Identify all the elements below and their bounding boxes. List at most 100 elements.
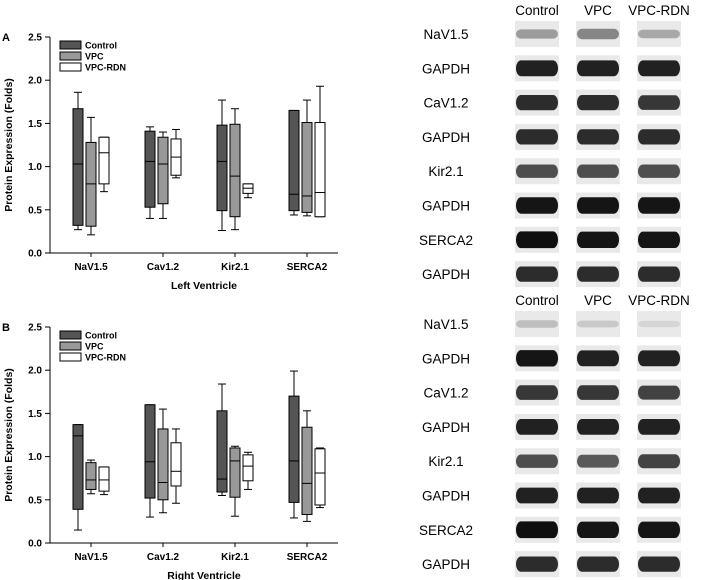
chart-b-box-vpc-rdn-nav15 [98, 466, 110, 496]
blot-band-shape [577, 60, 619, 77]
chart-b-legend-swatch-vpc [59, 341, 82, 351]
blot-band-shape [577, 266, 619, 282]
blot-band-shape [577, 231, 619, 248]
blot-b-blot-band [637, 448, 681, 475]
blot-band-shape [638, 320, 680, 328]
chart-a-x-tick-label: Cav1.2 [147, 262, 180, 273]
chart-b-box-vpc-kir21 [229, 445, 241, 517]
chart-b-x-tick-label: Kir2.1 [221, 552, 249, 563]
blot-band-shape [577, 419, 619, 435]
blot-band-shape [516, 487, 558, 504]
chart-a-box-vpc-cav12 [157, 131, 169, 219]
blot-a-blot-band [515, 261, 559, 288]
blot-a-blot-band [515, 192, 559, 219]
blot-a-column-header: VPC [584, 3, 612, 18]
blot-a-blot-band [637, 21, 681, 47]
chart-a-x-tick-label: SERCA2 [287, 262, 328, 273]
blot-a-svg: Control VPC VPC-RDN NaV1.5 GAPDH CaV1.2 GAPDH K… [419, 3, 690, 288]
blot-b-row-label: GAPDH [422, 557, 470, 572]
blot-band-shape [516, 385, 558, 400]
blot-band-shape [638, 231, 680, 248]
blot-band-shape [638, 521, 680, 538]
chart-b-box-control-nav15 [72, 424, 84, 531]
blot-band-shape [577, 350, 619, 367]
blot-b-column-header: Control [515, 293, 559, 308]
blot-band-shape [577, 385, 619, 400]
blot-band-shape [638, 266, 680, 282]
blot-a-row-label: SERCA2 [419, 233, 473, 248]
blot-b-blot-band [576, 311, 620, 337]
blot-b-blot-band [515, 516, 559, 543]
blot-a-blot-band [637, 89, 681, 116]
blot-b-blot-band [637, 482, 681, 509]
blot-band-shape [638, 419, 680, 435]
box-body [98, 466, 110, 492]
chart-b-y-tick-label: 2.5 [28, 323, 42, 334]
blot-a-blot-band [515, 226, 559, 253]
blot-b-blot-band [515, 345, 559, 372]
chart-b-box-control-cav12 [144, 404, 156, 518]
blot-b-blot-band [637, 551, 681, 578]
chart-a-legend-label: VPC-RDN [85, 63, 126, 73]
blot-band-shape [577, 487, 619, 504]
blot-band-shape [638, 385, 680, 400]
box-body [301, 122, 313, 213]
chart-a-y-axis-label: Protein Expression (Folds) [3, 78, 15, 212]
blot-band-shape [577, 95, 619, 111]
blot-b-blot-band [515, 448, 559, 475]
chart-b-x-tick-label: SERCA2 [287, 552, 328, 563]
chart-a-y-tick-label: 0.5 [28, 205, 42, 216]
chart-b-box-vpc-serca2 [301, 410, 313, 522]
box-body [288, 395, 300, 503]
chart-a-panel-label: A [2, 32, 10, 44]
box-body [229, 123, 241, 218]
blot-a-row-label: CaV1.2 [423, 96, 468, 111]
blot-band-shape [638, 164, 680, 178]
blot-band-shape [638, 487, 680, 504]
blot-band-shape [577, 28, 619, 40]
blot-a-blot-band [576, 123, 620, 150]
chart-b-x-tick-label: NaV1.5 [74, 552, 108, 563]
chart-a-y-tick-label: 2.0 [28, 76, 42, 87]
blot-band-shape [577, 164, 619, 178]
chart-b-y-axis-label: Protein Expression (Folds) [3, 368, 15, 502]
chart-b-y-tick-label: 0.5 [28, 495, 42, 506]
blot-a-row-label: Kir2.1 [428, 164, 463, 179]
chart-panel-a: A 0.0 0.5 1.0 1.5 2.0 2.5 Protein Expression (F… [0, 0, 400, 290]
blot-a-blot-band [637, 192, 681, 219]
blot-a-row-label: GAPDH [422, 130, 470, 145]
blot-b-blot-band [637, 311, 681, 337]
blot-a-row-label: GAPDH [422, 199, 470, 214]
blot-a-blot-band [576, 158, 620, 185]
chart-a-svg: A 0.0 0.5 1.0 1.5 2.0 2.5 Protein Expression (F… [2, 32, 338, 290]
blot-b-blot-band [576, 413, 620, 440]
blot-band-shape [638, 350, 680, 367]
chart-a-box-vpc-rdn-serca2 [314, 85, 326, 218]
blot-a-row-label: GAPDH [422, 61, 470, 76]
chart-b-y-tick-label: 2.0 [28, 366, 42, 377]
blot-b-blot-band [576, 482, 620, 509]
blot-band-shape [516, 454, 558, 468]
blot-a-blot-band [576, 192, 620, 219]
box-body [216, 410, 228, 493]
blot-a-blot-band [637, 123, 681, 150]
chart-a-box-vpc-nav15 [85, 116, 97, 236]
blot-b-blot-band [576, 516, 620, 543]
chart-b-panel-label: B [2, 322, 10, 334]
box-body [85, 462, 97, 490]
box-body [314, 122, 326, 218]
blot-b-blot-band [515, 311, 559, 337]
chart-b-x-tick-label: Cav1.2 [147, 552, 180, 563]
blot-band-shape [638, 29, 680, 39]
box-body [144, 404, 156, 499]
chart-a-legend-swatch-vpc-rdn [59, 62, 82, 72]
blot-band-shape [516, 164, 558, 178]
box-body [301, 426, 313, 515]
blot-a-blot-band [515, 21, 559, 47]
chart-a-box-control-cav12 [144, 126, 156, 219]
blot-b-blot-band [515, 551, 559, 578]
box-body [314, 448, 326, 506]
chart-b-box-vpc-nav15 [85, 459, 97, 495]
blot-b-row-label: NaV1.5 [423, 317, 468, 332]
box-body [229, 447, 241, 498]
